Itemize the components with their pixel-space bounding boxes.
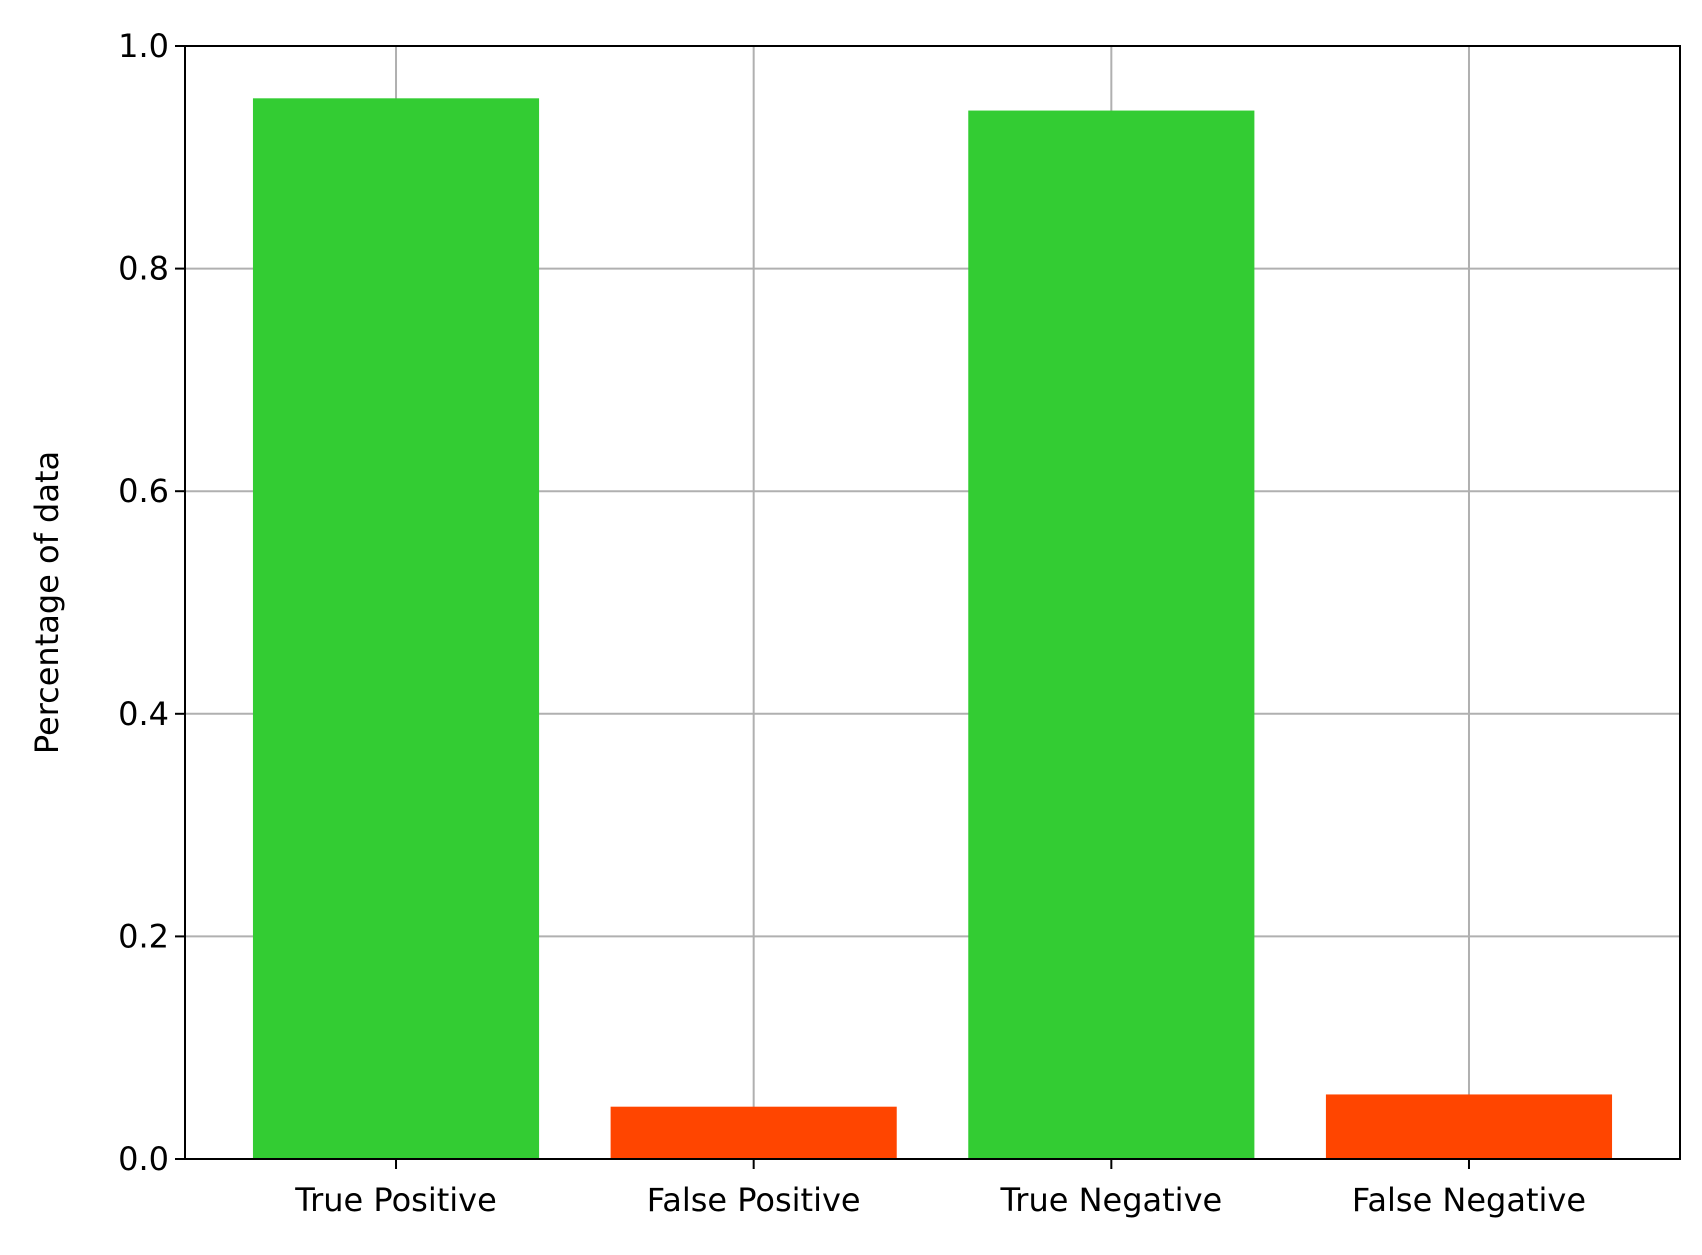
bar — [252, 98, 540, 1159]
y-tick-label: 0.4 — [118, 695, 169, 733]
y-tick-label: 0.8 — [118, 250, 169, 288]
y-tick-label: 0.6 — [118, 472, 169, 510]
plot-frame — [184, 45, 1681, 1160]
bar — [968, 110, 1255, 1160]
x-tick-label: False Negative — [1352, 1181, 1586, 1219]
bar — [610, 1106, 897, 1159]
x-tick-label: True Positive — [294, 1181, 497, 1219]
y-tick-label: 0.2 — [118, 917, 169, 955]
x-tick-label: True Negative — [999, 1181, 1222, 1219]
y-tick-label: 1.0 — [118, 27, 169, 65]
bars — [252, 98, 1613, 1160]
y-tick-label: 0.0 — [118, 1140, 169, 1178]
y-axis-ticks: 0.0 0.2 0.4 0.6 0.8 1.0 — [118, 27, 185, 1178]
bar — [1325, 1094, 1613, 1159]
x-tick-label: False Positive — [647, 1181, 861, 1219]
y-axis-label: Percentage of data — [28, 451, 66, 754]
x-axis-ticks: True Positive False Positive True Negative… — [294, 1159, 1586, 1219]
